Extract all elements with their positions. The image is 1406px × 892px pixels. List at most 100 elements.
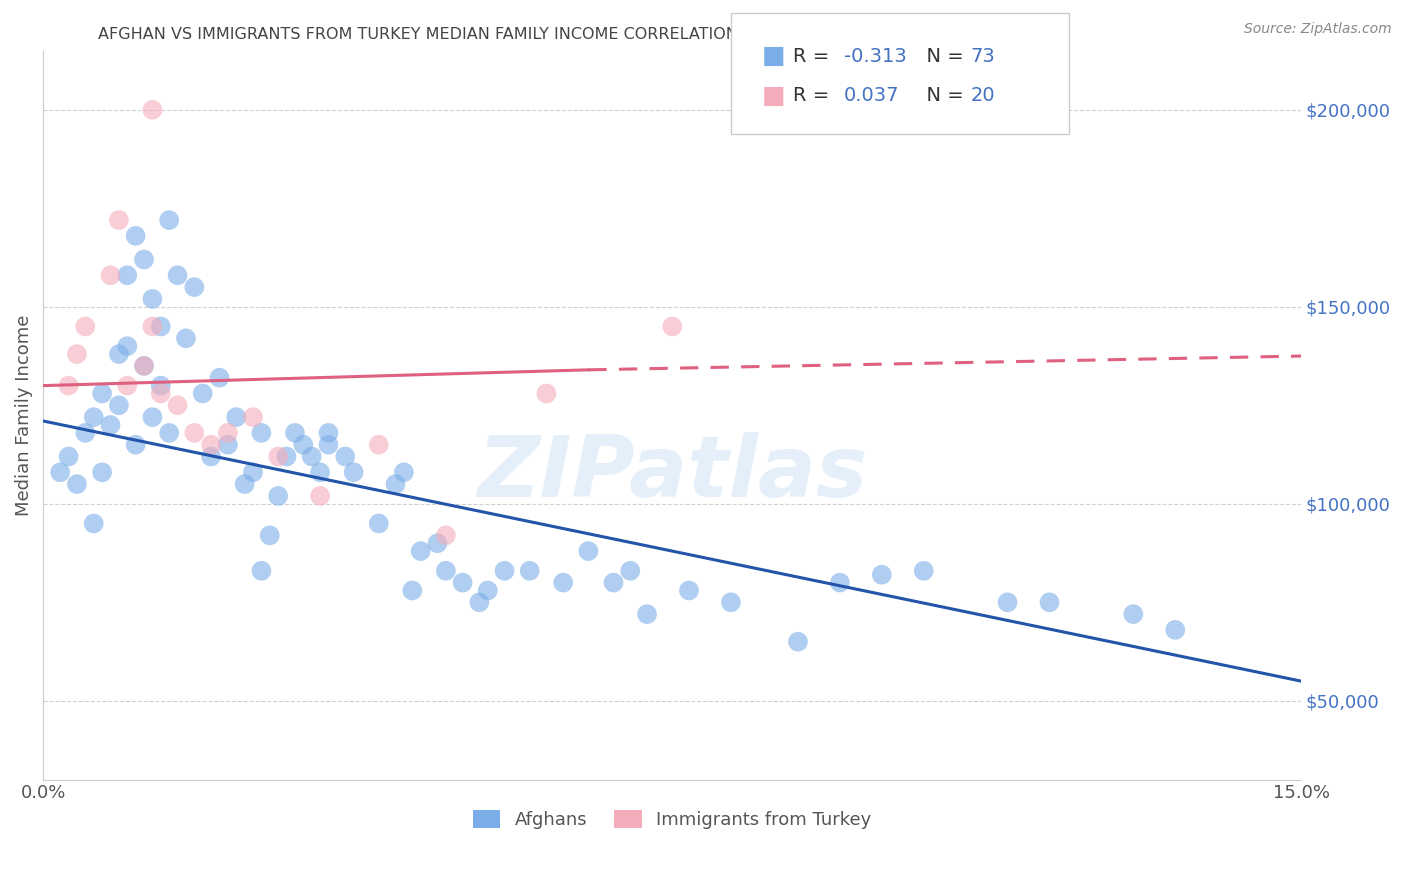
Text: 20: 20 (970, 86, 995, 105)
Point (1164, 623, 1187, 637)
Point (1122, 607, 1144, 621)
Text: ■: ■ (762, 45, 786, 68)
Point (174, 331, 197, 345)
Point (132, 359, 155, 373)
Point (217, 425, 239, 440)
Point (553, 575, 575, 590)
Point (384, 477, 406, 491)
Point (100, 417, 122, 432)
Point (284, 425, 307, 440)
Point (720, 595, 742, 609)
Text: R =: R = (793, 86, 835, 105)
Point (49, 465, 72, 479)
Point (519, 564, 541, 578)
Point (217, 438, 239, 452)
Point (250, 425, 273, 440)
Point (250, 564, 273, 578)
Point (367, 516, 389, 531)
Point (309, 489, 332, 503)
Point (619, 564, 641, 578)
Point (66, 477, 89, 491)
Point (157, 213, 180, 227)
Point (409, 544, 432, 558)
Point (367, 438, 389, 452)
Point (132, 359, 155, 373)
Text: AFGHAN VS IMMIGRANTS FROM TURKEY MEDIAN FAMILY INCOME CORRELATION CHART: AFGHAN VS IMMIGRANTS FROM TURKEY MEDIAN … (98, 27, 797, 42)
Point (401, 583, 423, 598)
Point (66, 347, 89, 361)
Point (267, 450, 290, 464)
Point (602, 575, 624, 590)
Text: Source: ZipAtlas.com: Source: ZipAtlas.com (1244, 22, 1392, 37)
Point (661, 319, 683, 334)
Point (392, 465, 415, 479)
Point (426, 536, 449, 550)
Point (1038, 595, 1060, 609)
Legend: Afghans, Immigrants from Turkey: Afghans, Immigrants from Turkey (465, 803, 879, 836)
Point (166, 398, 188, 412)
Point (75, 319, 97, 334)
Point (636, 607, 658, 621)
Point (301, 450, 323, 464)
Point (124, 438, 146, 452)
Text: -0.313: -0.313 (844, 46, 907, 66)
Text: N =: N = (914, 46, 970, 66)
Point (870, 567, 893, 582)
Point (318, 438, 340, 452)
Point (200, 450, 222, 464)
Point (141, 292, 163, 306)
Point (124, 228, 146, 243)
Point (576, 544, 599, 558)
Point (149, 386, 172, 401)
Point (267, 489, 290, 503)
Point (117, 268, 139, 283)
Point (108, 398, 131, 412)
Point (149, 319, 172, 334)
Point (149, 378, 172, 392)
Point (225, 410, 247, 425)
Point (58, 378, 80, 392)
Point (141, 103, 163, 117)
Point (75, 425, 97, 440)
Point (434, 528, 457, 542)
Point (208, 370, 231, 384)
Point (117, 378, 139, 392)
Text: R =: R = (793, 46, 835, 66)
Point (335, 450, 357, 464)
Text: ■: ■ (762, 84, 786, 107)
Point (157, 425, 180, 440)
Text: 73: 73 (970, 46, 995, 66)
Point (242, 410, 264, 425)
Point (117, 339, 139, 353)
Point (828, 575, 851, 590)
Point (200, 438, 222, 452)
Point (468, 595, 491, 609)
Point (191, 386, 214, 401)
Point (477, 583, 499, 598)
Point (259, 528, 281, 542)
Point (91, 386, 114, 401)
Point (183, 280, 205, 294)
Point (318, 425, 340, 440)
Point (83, 516, 105, 531)
Point (141, 319, 163, 334)
Y-axis label: Median Family Income: Median Family Income (15, 315, 32, 516)
Point (343, 465, 366, 479)
Point (100, 268, 122, 283)
Point (58, 450, 80, 464)
Point (242, 465, 264, 479)
Point (451, 575, 474, 590)
Point (292, 438, 315, 452)
Point (108, 347, 131, 361)
Point (309, 465, 332, 479)
Point (83, 410, 105, 425)
Point (536, 386, 558, 401)
Point (233, 477, 256, 491)
Point (91, 465, 114, 479)
Point (678, 583, 700, 598)
Point (494, 564, 516, 578)
Text: N =: N = (914, 86, 970, 105)
Point (276, 450, 298, 464)
Point (108, 213, 131, 227)
Point (183, 425, 205, 440)
